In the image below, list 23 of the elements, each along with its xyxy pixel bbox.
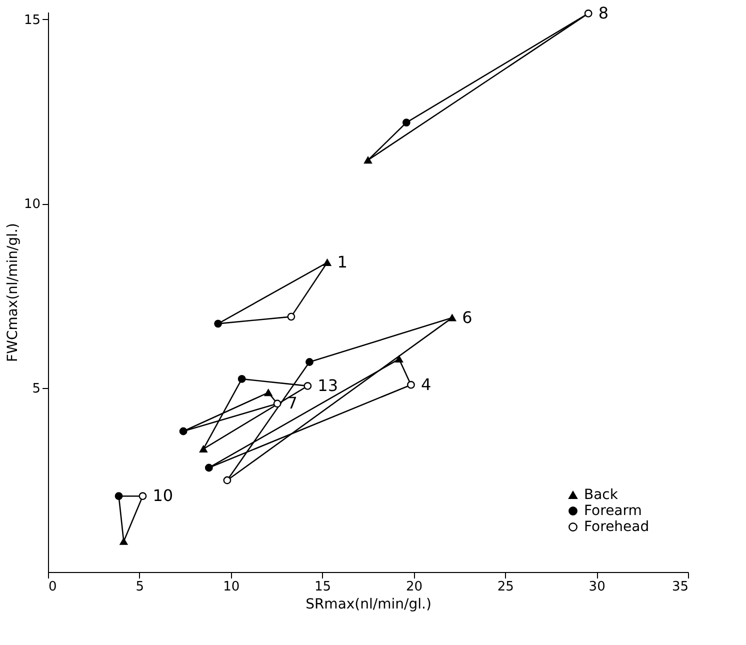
x-tick-label: 0 <box>48 580 57 594</box>
x-tick-label: 25 <box>497 580 514 594</box>
y-axis-title: FWCmax(nl/min/gl.) <box>4 223 21 362</box>
series-label: 8 <box>598 3 609 22</box>
y-tick-label: 5 <box>32 381 40 396</box>
series-label: 6 <box>462 308 472 327</box>
y-tick-label: 10 <box>24 197 40 212</box>
x-tick-label: 10 <box>223 580 240 594</box>
legend-label: Back <box>584 487 619 503</box>
legend-label: Forearm <box>584 503 642 519</box>
series-label: 10 <box>152 486 174 506</box>
y-tick-label: 15 <box>24 12 40 28</box>
legend-label: Forehead <box>584 519 650 535</box>
series-label: 1 <box>337 252 348 272</box>
x-tick-label: 30 <box>588 580 606 594</box>
x-tick-label: 35 <box>672 580 688 594</box>
series-label: 13 <box>318 376 338 395</box>
x-tick-label: 15 <box>314 580 332 594</box>
series-label: 7 <box>287 394 298 413</box>
x-tick-label: 20 <box>406 580 422 594</box>
series-label: 4 <box>420 374 432 394</box>
x-axis-title: SRmax(nl/min/gl.) <box>306 596 432 612</box>
x-tick-label: 5 <box>136 580 144 594</box>
